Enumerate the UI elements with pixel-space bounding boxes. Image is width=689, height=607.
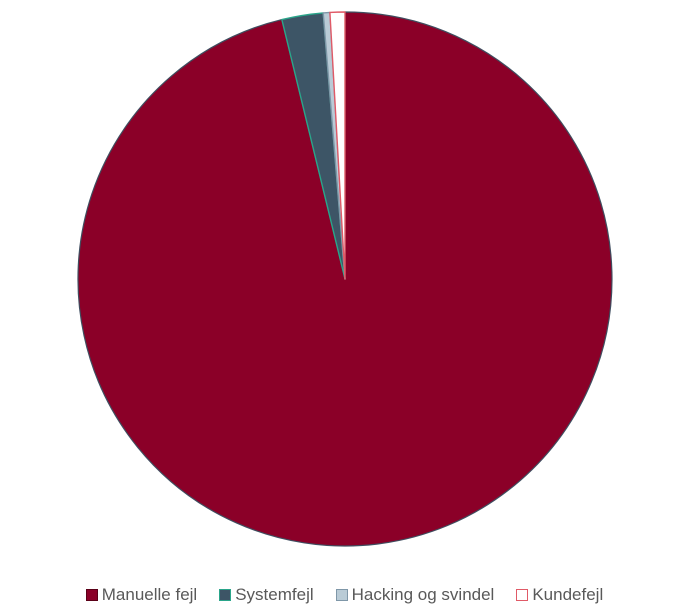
legend-swatch-systemfejl	[219, 589, 232, 601]
pie-slice-kundefejl	[329, 11, 346, 280]
legend-label-manuelle-fejl: Manuelle fejl	[101, 585, 198, 604]
legend-swatch-kundefejl	[516, 589, 529, 601]
legend-label-kundefejl: Kundefejl	[532, 585, 604, 604]
legend-item-manuelle-fejl: Manuelle fejl	[85, 585, 198, 605]
legend-item-systemfejl: Systemfejl	[219, 585, 314, 605]
legend-item-hacking-og-svindel: Hacking og svindel	[335, 585, 495, 605]
legend-label-hacking-og-svindel: Hacking og svindel	[351, 585, 495, 604]
chart-legend: Manuelle fejl Systemfejl Hacking og svin…	[0, 583, 689, 607]
legend-label-systemfejl: Systemfejl	[235, 585, 314, 604]
legend-swatch-manuelle-fejl	[85, 589, 98, 601]
legend-swatch-hacking-og-svindel	[335, 589, 348, 601]
legend-item-kundefejl: Kundefejl	[516, 585, 603, 605]
